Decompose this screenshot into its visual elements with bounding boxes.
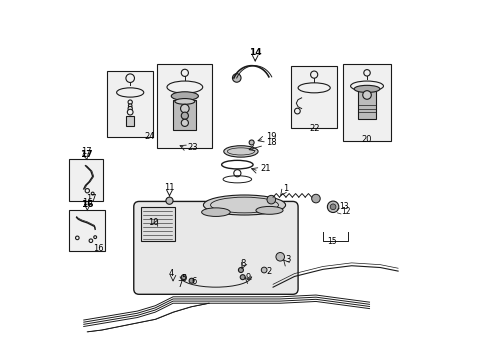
Text: 24: 24 [144, 132, 155, 141]
Text: 12: 12 [340, 207, 350, 216]
Ellipse shape [203, 195, 285, 215]
Text: 16: 16 [82, 198, 92, 207]
Text: 21: 21 [260, 164, 270, 173]
Text: 11: 11 [164, 183, 174, 192]
Circle shape [180, 104, 189, 113]
Circle shape [128, 104, 132, 108]
Ellipse shape [171, 92, 198, 100]
Circle shape [311, 194, 320, 203]
Circle shape [181, 275, 186, 280]
Text: 1: 1 [283, 184, 288, 193]
Text: 2: 2 [265, 267, 271, 276]
Circle shape [310, 71, 317, 78]
Circle shape [127, 109, 133, 115]
Circle shape [329, 204, 335, 210]
Ellipse shape [255, 206, 283, 214]
Circle shape [266, 195, 275, 204]
Circle shape [128, 100, 132, 104]
Circle shape [261, 267, 266, 273]
Circle shape [275, 252, 284, 261]
Text: 17: 17 [81, 147, 91, 156]
Circle shape [189, 278, 194, 283]
Text: 15: 15 [326, 237, 336, 246]
Circle shape [232, 74, 241, 82]
Text: 3: 3 [285, 255, 290, 264]
Bar [69, 158, 103, 202]
Text: 23: 23 [187, 143, 198, 152]
Text: 18: 18 [265, 138, 276, 147]
Circle shape [248, 140, 254, 145]
Text: 17: 17 [86, 194, 97, 203]
Circle shape [125, 74, 134, 82]
Bar [157, 64, 212, 148]
Circle shape [89, 239, 93, 243]
Circle shape [181, 112, 188, 119]
Text: 5: 5 [181, 274, 186, 283]
Ellipse shape [224, 146, 258, 157]
Bar [141, 207, 175, 241]
Bar [342, 64, 390, 141]
Text: 7: 7 [177, 280, 183, 289]
Circle shape [181, 69, 188, 76]
Circle shape [326, 201, 338, 212]
Circle shape [85, 189, 89, 193]
Bar [290, 66, 337, 128]
FancyBboxPatch shape [134, 202, 298, 294]
Text: 19: 19 [265, 132, 276, 141]
Text: 4: 4 [169, 269, 174, 278]
Text: 17: 17 [80, 150, 92, 159]
Text: 10: 10 [148, 219, 158, 228]
Bar [107, 71, 153, 137]
Ellipse shape [353, 85, 379, 93]
Bar [173, 100, 196, 130]
Circle shape [128, 107, 132, 111]
Bar [357, 90, 375, 119]
Circle shape [165, 197, 173, 204]
Text: 6: 6 [191, 277, 197, 286]
Circle shape [181, 119, 188, 126]
Circle shape [362, 91, 370, 99]
Text: 16: 16 [81, 200, 93, 209]
Ellipse shape [175, 99, 194, 104]
Text: 8: 8 [240, 260, 245, 269]
Circle shape [91, 192, 94, 195]
Ellipse shape [201, 208, 230, 216]
Circle shape [94, 236, 97, 239]
Bar [69, 210, 105, 251]
Circle shape [363, 69, 369, 76]
Text: 22: 22 [308, 124, 319, 133]
Circle shape [240, 275, 244, 280]
Circle shape [294, 108, 300, 114]
Text: 20: 20 [361, 135, 371, 144]
Circle shape [75, 236, 79, 240]
Text: 14: 14 [248, 48, 261, 57]
Text: 13: 13 [339, 202, 348, 211]
Text: 16: 16 [93, 244, 103, 253]
Circle shape [238, 267, 243, 273]
Text: 9: 9 [245, 273, 250, 282]
Bar [125, 116, 134, 126]
